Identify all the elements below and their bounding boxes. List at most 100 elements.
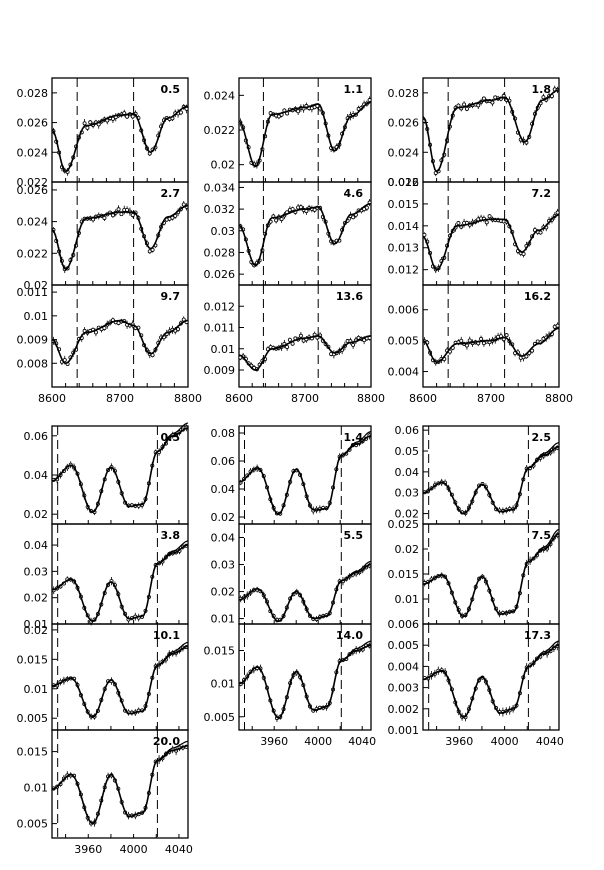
data-point	[125, 114, 130, 119]
data-point	[285, 344, 290, 349]
y-tick-label: 0.08	[211, 427, 236, 440]
data-point	[88, 120, 93, 125]
data-point	[110, 116, 115, 121]
panel-label: 13.6	[336, 290, 363, 303]
y-tick-label: 0.06	[211, 455, 236, 468]
y-tick-label: 0.011	[204, 322, 236, 335]
data-point	[538, 230, 543, 235]
model-fit-line-alt	[528, 441, 560, 469]
x-tick-label: 4000	[491, 735, 519, 748]
y-tick-label: 0.006	[388, 618, 420, 631]
model-fit-line-alt	[341, 640, 372, 661]
data-point	[304, 209, 309, 214]
y-tick-label: 0.02	[211, 511, 236, 524]
panel-label: 17.3	[524, 629, 551, 642]
y-tick-label: 0.02	[24, 508, 49, 521]
y-tick-label: 0.013	[388, 242, 420, 255]
model-fit-line-alt	[157, 641, 189, 666]
model-fit-line	[422, 533, 560, 618]
data-point	[82, 121, 87, 126]
data-point	[484, 220, 489, 225]
data-point	[351, 342, 356, 347]
x-tick-label: 8600	[38, 392, 66, 405]
panel-5: 0.012 0.013 0.014 0.015 0.016 7.2	[388, 176, 560, 286]
data-point	[364, 205, 369, 210]
panel-1: 0.02 0.022 0.024 1.1	[204, 77, 372, 183]
panel-7: 0.009 0.01 0.011 0.012 13.6 8600 8700 8800	[204, 284, 385, 405]
data-point	[459, 338, 464, 343]
y-tick-label: 0.032	[204, 203, 236, 216]
data-point	[555, 210, 560, 215]
y-tick-label: 0.002	[388, 703, 420, 716]
x-tick-label: 8600	[225, 392, 253, 405]
data-point	[130, 213, 135, 218]
panel-label: 1.1	[344, 83, 364, 96]
data-point	[479, 336, 484, 341]
x-tick-label: 8800	[357, 392, 385, 405]
y-tick-label: 0.028	[204, 246, 236, 259]
y-tick-label: 0.04	[24, 469, 49, 482]
model-fit-line	[51, 645, 189, 718]
y-tick-label: 0.009	[17, 334, 49, 347]
data-point	[102, 215, 107, 220]
y-tick-label: 0.012	[204, 300, 236, 313]
y-tick-label: 0.01	[24, 310, 49, 323]
panel-8: 0.004 0.005 0.006 16.2 8600 8700 8800	[388, 284, 573, 405]
y-tick-label: 0.001	[388, 724, 420, 737]
x-tick-label: 3960	[260, 735, 288, 748]
y-tick-label: 0.01	[211, 678, 236, 691]
y-tick-label: 0.05	[395, 445, 420, 458]
y-tick-label: 0.02	[395, 543, 420, 556]
data-point	[110, 213, 115, 218]
y-tick-label: 0.024	[17, 146, 49, 159]
data-point	[298, 333, 303, 338]
data-point	[367, 98, 372, 103]
data-point	[178, 110, 183, 115]
model-fit-line	[51, 745, 189, 825]
model-fit-line	[238, 644, 372, 720]
panel-15: 0.005 0.01 0.015 0.02 10.1	[17, 623, 189, 731]
panel-11: 0.02 0.03 0.04 0.05 0.06 2.5	[395, 424, 560, 525]
model-fit-line	[422, 327, 560, 364]
model-fit-line	[51, 544, 189, 623]
y-tick-label: 0.026	[388, 117, 420, 130]
y-tick-label: 0.02	[24, 279, 49, 292]
y-tick-label: 0.01	[24, 618, 49, 631]
panel-frame	[238, 623, 372, 731]
panel-label: 14.0	[336, 629, 363, 642]
data-point	[312, 207, 317, 212]
panel-16: 0.005 0.01 0.015 14.0 3960 4000 4040	[204, 623, 376, 748]
y-tick-label: 0.02	[395, 508, 420, 521]
y-tick-label: 0.012	[388, 264, 420, 277]
data-point	[274, 218, 279, 223]
y-tick-label: 0.02	[211, 159, 236, 172]
y-tick-label: 0.004	[388, 366, 420, 379]
panel-14: 0.01 0.015 0.02 0.025 7.5	[388, 518, 560, 625]
panel-frame	[422, 623, 560, 731]
data-point	[487, 214, 492, 219]
data-point	[119, 212, 124, 217]
y-tick-label: 0.04	[395, 466, 420, 479]
data-point	[476, 103, 481, 108]
y-tick-label: 0.03	[211, 225, 236, 238]
data-point	[456, 221, 461, 226]
panel-label: 1.4	[344, 431, 364, 444]
model-fit-line-alt	[341, 430, 372, 456]
y-tick-label: 0.03	[211, 559, 236, 572]
y-tick-label: 0.06	[395, 424, 420, 437]
model-fit-line	[238, 435, 372, 516]
y-tick-label: 0.024	[17, 216, 49, 229]
y-tick-label: 0.028	[388, 87, 420, 100]
data-point	[351, 215, 356, 220]
model-fit-line	[238, 202, 372, 267]
data-point	[276, 114, 281, 119]
y-tick-label: 0.01	[211, 343, 236, 356]
data-point	[176, 327, 181, 332]
y-tick-label: 0.003	[388, 682, 420, 695]
panel-label: 3.8	[161, 529, 181, 542]
panel-label: 1.8	[532, 83, 552, 96]
y-tick-label: 0.026	[17, 184, 49, 197]
panel-label: 4.6	[344, 187, 364, 200]
model-fit-line-alt	[341, 560, 372, 582]
panel-2: 0.022 0.024 0.026 0.028 1.8	[388, 77, 560, 189]
